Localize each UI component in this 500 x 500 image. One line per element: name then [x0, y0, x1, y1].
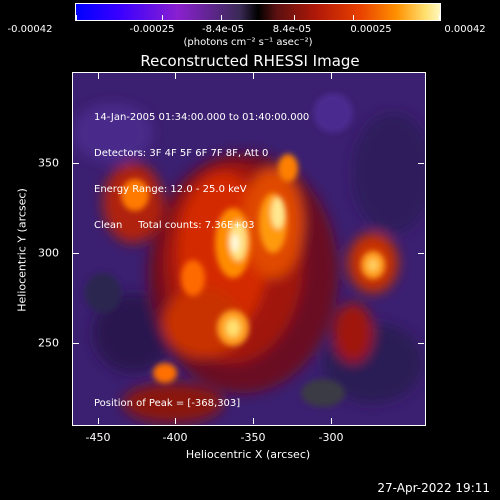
y-tick — [73, 253, 79, 254]
colorbar-tick — [294, 15, 295, 20]
rhessi-image-render — [73, 73, 425, 425]
x-tick — [331, 73, 332, 79]
rhessi-image-map — [72, 72, 426, 426]
time-range-text: 14-Jan-2005 01:34:00.000 to 01:40:00.000 — [94, 112, 310, 123]
y-tick — [418, 343, 424, 344]
colorbar-tick — [353, 15, 354, 20]
x-tick-label: -400 — [162, 431, 188, 444]
x-tick — [331, 418, 332, 424]
y-tick — [418, 163, 424, 164]
x-tick — [175, 73, 176, 79]
detectors-text: Detectors: 3F 4F 5F 6F 7F 8F, Att 0 — [94, 148, 269, 159]
energy-range-text: Energy Range: 12.0 - 25.0 keV — [94, 184, 247, 195]
peak-position-text: Position of Peak = [-368,303] — [94, 398, 241, 409]
y-axis-label: Heliocentric Y (arcsec) — [15, 188, 29, 312]
x-tick — [175, 418, 176, 424]
x-tick-label: -300 — [318, 431, 344, 444]
x-axis-label: Heliocentric X (arcsec) — [185, 448, 311, 461]
timestamp: 27-Apr-2022 19:11 — [377, 481, 490, 495]
x-tick — [98, 418, 99, 424]
x-tick — [253, 73, 254, 79]
colorbar-tick-label: 0.00042 — [444, 24, 486, 35]
colorbar-tick-label: -0.00042 — [7, 24, 53, 35]
x-tick-label: -350 — [240, 431, 266, 444]
y-tick — [73, 343, 79, 344]
image-info-block: 14-Jan-2005 01:34:00.000 to 01:40:00.000… — [94, 88, 309, 244]
colorbar-tick — [221, 15, 222, 20]
colorbar-tick — [439, 15, 440, 20]
colorbar-tick — [76, 15, 77, 20]
colorbar-tick-label: -0.00025 — [129, 24, 175, 35]
clean-counts-text: Clean Total counts: 7.36E+03 — [94, 220, 255, 231]
colorbar — [75, 3, 441, 21]
colorbar-tick-label: 8.4e-05 — [272, 24, 312, 35]
x-tick-label: -450 — [85, 431, 111, 444]
colorbar-tick-label: -8.4e-05 — [202, 24, 244, 35]
image-title: Reconstructed RHESSI Image — [140, 52, 360, 70]
colorbar-tick-label: 0.00025 — [350, 24, 392, 35]
y-tick — [418, 253, 424, 254]
y-tick-label: 350 — [38, 156, 59, 170]
y-tick — [73, 163, 79, 164]
y-tick-label: 300 — [38, 246, 59, 260]
x-tick — [98, 73, 99, 79]
colorbar-tick — [162, 15, 163, 20]
x-tick — [253, 418, 254, 424]
colorbar-units: (photons cm⁻² s⁻¹ asec⁻²) — [183, 37, 313, 48]
y-tick-label: 250 — [38, 336, 59, 350]
